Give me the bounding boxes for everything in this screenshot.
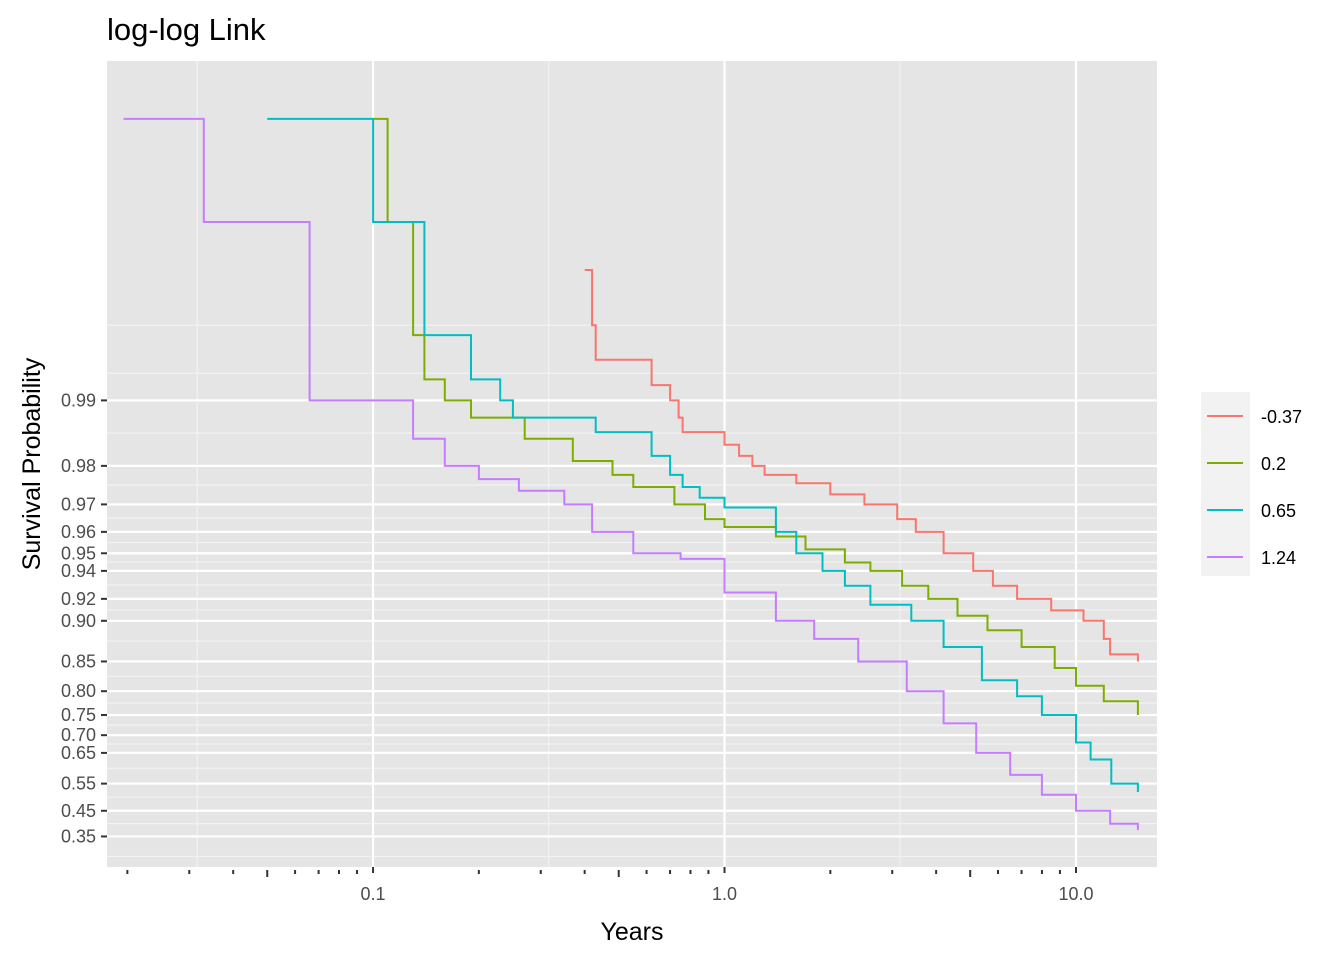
y-tick-label: 0.55 [61,774,96,794]
y-tick-label: 0.95 [61,543,96,563]
grid-major [107,61,1157,867]
y-axis: 0.99 0.98 0.97 0.960.950.94 0.920.90 0.85 0.80… [61,390,107,846]
x-tick-label: 1.0 [712,884,737,904]
series-layer [123,117,1139,831]
legend: -0.37 0.2 0.65 1.24 [1201,392,1302,576]
y-tick-label: 0.85 [61,651,96,671]
y-axis-title: Survival Probability [18,357,46,570]
x-axis-title: Years [600,918,663,946]
y-tick-label: 0.90 [61,611,96,631]
y-tick-label: 0.99 [61,390,96,410]
y-tick-label: 0.94 [61,561,96,581]
grid-minor [107,61,1157,867]
legend-label: 1.24 [1261,548,1296,568]
legend-label: -0.37 [1261,407,1302,427]
legend-label: 0.2 [1261,454,1286,474]
legend-key-background [1201,392,1250,576]
x-axis: 0.1 1.0 10.0 [126,867,1094,904]
x-tick-label: 0.1 [361,884,386,904]
x-tick-label: 10.0 [1058,884,1093,904]
survival-curve-1.24 [123,117,1139,831]
y-tick-label: 0.35 [61,826,96,846]
y-tick-label: 0.75 [61,705,96,725]
legend-label: 0.65 [1261,501,1296,521]
y-tick-label: 0.70 [61,725,96,745]
plot-panel [107,61,1157,867]
chart-title: log-log Link [107,12,266,47]
y-tick-label: 0.92 [61,589,96,609]
y-tick-label: 0.97 [61,494,96,514]
y-tick-label: 0.96 [61,522,96,542]
y-tick-label: 0.80 [61,681,96,701]
survival-curve--0.37 [584,269,1139,662]
y-tick-label: 0.98 [61,456,96,476]
y-tick-label: 0.45 [61,801,96,821]
y-tick-label: 0.65 [61,743,96,763]
survival-curve-0.65 [267,117,1139,792]
